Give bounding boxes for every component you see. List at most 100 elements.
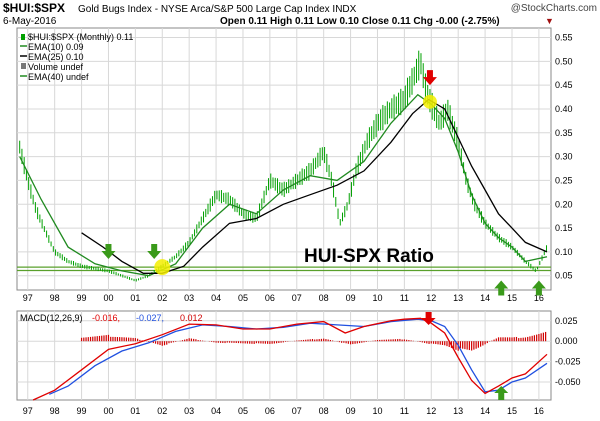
- macd-histogram-bar: [159, 341, 161, 346]
- macd-histogram-bar: [172, 341, 175, 343]
- macd-histogram-bar: [439, 341, 441, 345]
- macd-histogram-bar: [513, 337, 515, 342]
- macd-histogram-bar: [536, 334, 538, 342]
- x-tick-label: 07: [292, 293, 302, 303]
- macd-histogram-bar: [385, 339, 388, 342]
- macd-histogram-bar: [533, 335, 536, 342]
- x-tick-label: 16: [534, 406, 544, 416]
- macd-histogram-bar: [394, 339, 397, 342]
- macd-histogram-bar: [504, 337, 506, 342]
- macd-histogram-bar: [83, 337, 85, 342]
- macd-histogram-bar: [125, 337, 128, 342]
- macd-histogram-bar: [105, 335, 107, 342]
- macd-histogram-bar: [430, 341, 432, 344]
- macd-histogram-bar: [381, 339, 383, 342]
- macd-histogram-bar: [231, 341, 233, 343]
- x-tick-label: 05: [238, 293, 248, 303]
- macd-histogram-bar: [94, 336, 96, 342]
- macd-histogram-bar: [432, 341, 435, 344]
- y-tick-label: 0.25: [555, 175, 573, 185]
- macd-histogram-bar: [132, 337, 134, 342]
- x-tick-label: 05: [238, 406, 248, 416]
- macd-histogram-bar: [242, 341, 244, 344]
- legend-volume: Volume undef: [28, 62, 84, 72]
- macd-histogram-bar: [98, 335, 101, 342]
- macd-histogram-bar: [406, 339, 408, 342]
- macd-histogram-bar: [477, 341, 479, 348]
- macd-histogram-bar: [383, 339, 385, 342]
- series-line-ema10: [19, 93, 548, 277]
- macd-histogram-bar: [497, 337, 500, 342]
- chart-symbol: $HUI:$SPX: [3, 1, 65, 15]
- x-tick-label: 99: [77, 406, 87, 416]
- macd-histogram-bar: [399, 338, 401, 342]
- x-tick-label: 09: [346, 293, 356, 303]
- chart-date: 6-May-2016: [3, 16, 57, 27]
- macd-histogram-bar: [462, 341, 464, 349]
- macd-panel-frame: [16, 310, 552, 401]
- macd-histogram-bar: [193, 338, 195, 342]
- macd-histogram-bar: [538, 333, 540, 342]
- macd-histogram-bar: [464, 341, 466, 350]
- macd-histogram-bar: [224, 341, 226, 344]
- chart-watermark: @StockCharts.com: [511, 3, 597, 14]
- macd-histogram-bar: [361, 341, 363, 343]
- y-tick-label: 0.15: [555, 223, 573, 233]
- y-tick-label: 0.35: [555, 128, 573, 138]
- macd-histogram-bar: [186, 338, 188, 342]
- x-tick-label: 02: [157, 406, 167, 416]
- highlight-marker: [422, 94, 437, 109]
- macd-histogram-bar: [475, 341, 477, 349]
- macd-histogram-bar: [237, 341, 240, 344]
- macd-histogram-bar: [166, 341, 168, 345]
- macd-histogram-bar: [374, 340, 376, 342]
- macd-histogram-bar: [128, 337, 130, 342]
- macd-histogram-bar: [202, 340, 204, 342]
- macd-histogram-bar: [446, 341, 448, 347]
- macd-histogram-bar: [148, 341, 150, 342]
- x-tick-label: 01: [130, 293, 140, 303]
- macd-histogram-bar: [486, 341, 488, 344]
- macd-histogram-bar: [112, 336, 114, 342]
- macd-histogram-bar: [210, 341, 213, 342]
- macd-histogram-bar: [154, 341, 157, 344]
- legend-price: $HUI:$SPX (Monthly) 0.11: [28, 32, 133, 42]
- macd-histogram-bar: [341, 341, 343, 343]
- x-tick-label: 99: [77, 293, 87, 303]
- macd-histogram-bar: [110, 336, 112, 342]
- macd-histogram-bar: [271, 341, 273, 344]
- price-panel-frame: [16, 27, 552, 291]
- green-up-arrow-icon: [494, 386, 509, 400]
- macd-histogram-bar: [181, 340, 184, 342]
- x-tick-label: 08: [319, 406, 329, 416]
- macd-histogram-bar: [352, 341, 354, 345]
- macd-histogram-bar: [471, 341, 473, 351]
- macd-histogram-bar: [527, 336, 529, 342]
- macd-histogram-bar: [215, 341, 217, 343]
- macd-histogram-bar: [332, 340, 334, 342]
- macd-histogram-bar: [363, 341, 365, 343]
- macd-histogram-bar: [482, 341, 484, 346]
- macd-histogram-bar: [296, 340, 298, 342]
- chart-annotation: HUI-SPX Ratio: [304, 246, 434, 267]
- macd-histogram-bar: [518, 338, 520, 342]
- macd-histogram-bar: [175, 341, 177, 342]
- x-tick-label: 03: [184, 406, 194, 416]
- macd-histogram-bar: [435, 341, 437, 345]
- macd-histogram-bar: [459, 341, 462, 349]
- x-tick-label: 07: [292, 406, 302, 416]
- x-tick-label: 12: [426, 293, 436, 303]
- y-tick-label: 0.50: [555, 56, 573, 66]
- macd-histogram-bar: [298, 340, 300, 342]
- legend: $HUI:$SPX (Monthly) 0.11 EMA(10) 0.09 EM…: [20, 32, 133, 82]
- macd-label: MACD(12,26,9): [20, 313, 83, 323]
- quote-down-arrow-icon: ▼: [545, 16, 554, 26]
- macd-histogram-bar: [152, 341, 154, 344]
- macd-histogram-bar: [354, 341, 356, 344]
- macd-histogram-bar: [307, 339, 309, 342]
- macd-line: [32, 317, 548, 401]
- macd-histogram-bar: [199, 340, 201, 342]
- macd-histogram-bar: [545, 331, 547, 342]
- macd-histogram-bar: [327, 339, 329, 342]
